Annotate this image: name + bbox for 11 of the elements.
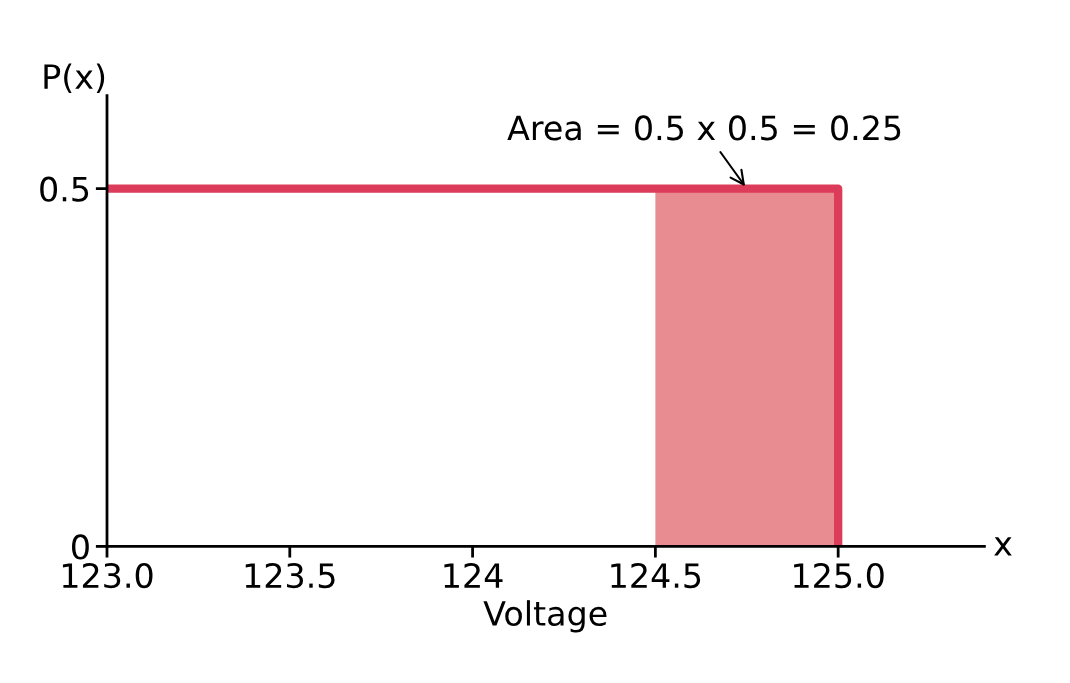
- text: x: [994, 537, 1012, 556]
- x-tick-label: 123.5: [245, 562, 335, 589]
- x-axis-title: Voltage: [483, 600, 607, 633]
- annotation: Area = 0.5 x 0.5 = 0.25: [507, 115, 901, 141]
- x-tick-label: 125.0: [794, 562, 884, 589]
- y-tick-label: 0: [72, 534, 89, 560]
- x-tick-label: 124.5: [611, 562, 701, 589]
- x-tick-label: 123.0: [62, 562, 153, 589]
- x-tick-label: 124: [444, 562, 503, 588]
- y-tick-label: 0.5: [40, 176, 89, 202]
- y-axis-title: P(x): [44, 63, 105, 94]
